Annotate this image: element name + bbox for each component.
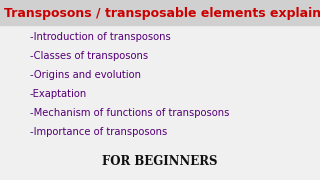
Text: -Classes of transposons: -Classes of transposons — [30, 51, 148, 61]
Text: -Origins and evolution: -Origins and evolution — [30, 70, 141, 80]
Text: -Introduction of transposons: -Introduction of transposons — [30, 32, 171, 42]
Text: Transposons / transposable elements explained: Transposons / transposable elements expl… — [4, 6, 320, 19]
Text: -Exaptation: -Exaptation — [30, 89, 87, 99]
Text: -Mechanism of functions of transposons: -Mechanism of functions of transposons — [30, 108, 229, 118]
Text: -Importance of transposons: -Importance of transposons — [30, 127, 167, 137]
Bar — [0, 0, 320, 25]
Text: FOR BEGINNERS: FOR BEGINNERS — [102, 155, 218, 168]
